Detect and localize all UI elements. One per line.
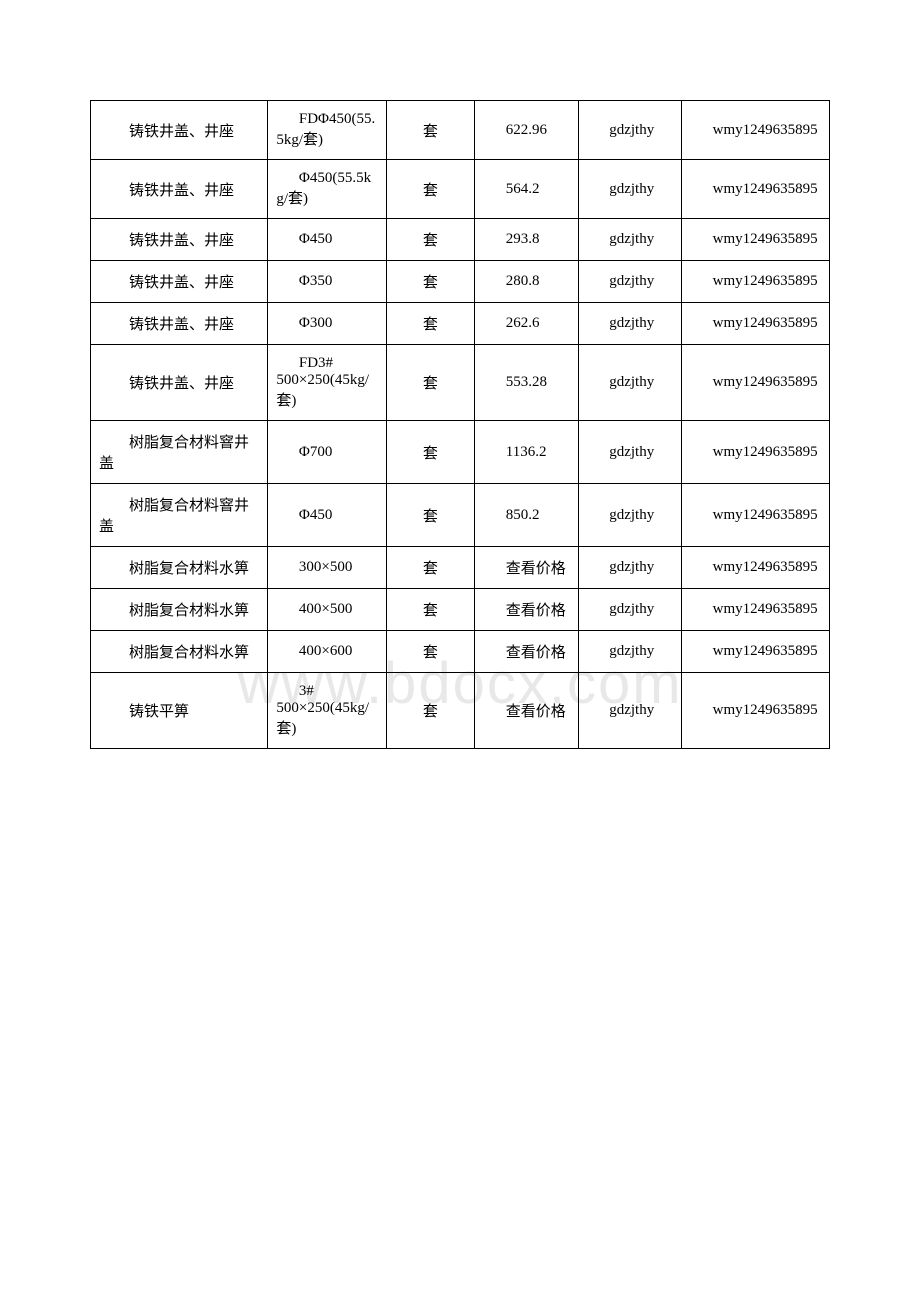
table-row: 铸铁井盖、井座 FD3# 500×250(45kg/套) 套 553.28 gd… <box>91 345 830 421</box>
cell-price: 262.6 <box>475 303 578 345</box>
cell-source: gdzjthy <box>578 547 681 589</box>
table-row: 树脂复合材料水箅 400×600 套 查看价格 gdzjthy wmy12496… <box>91 631 830 673</box>
cell-code: wmy1249635895 <box>682 101 830 160</box>
cell-spec: 400×600 <box>268 631 386 673</box>
cell-unit: 套 <box>386 261 475 303</box>
cell-unit: 套 <box>386 547 475 589</box>
cell-source: gdzjthy <box>578 589 681 631</box>
cell-code: wmy1249635895 <box>682 673 830 749</box>
cell-name: 铸铁井盖、井座 <box>91 345 268 421</box>
cell-price: 564.2 <box>475 160 578 219</box>
cell-name: 铸铁井盖、井座 <box>91 219 268 261</box>
cell-source: gdzjthy <box>578 261 681 303</box>
cell-spec: 3# 500×250(45kg/套) <box>268 673 386 749</box>
table-row: 树脂复合材料水箅 300×500 套 查看价格 gdzjthy wmy12496… <box>91 547 830 589</box>
table-row: 铸铁井盖、井座 FDΦ450(55.5kg/套) 套 622.96 gdzjth… <box>91 101 830 160</box>
cell-price: 查看价格 <box>475 673 578 749</box>
cell-unit: 套 <box>386 101 475 160</box>
cell-name: 树脂复合材料窨井盖 <box>91 421 268 484</box>
cell-price: 查看价格 <box>475 631 578 673</box>
table-row: 树脂复合材料窨井盖 Φ700 套 1136.2 gdzjthy wmy12496… <box>91 421 830 484</box>
table-row: 铸铁井盖、井座 Φ300 套 262.6 gdzjthy wmy12496358… <box>91 303 830 345</box>
table-row: 铸铁井盖、井座 Φ450(55.5kg/套) 套 564.2 gdzjthy w… <box>91 160 830 219</box>
cell-spec: 300×500 <box>268 547 386 589</box>
table-row: 树脂复合材料水箅 400×500 套 查看价格 gdzjthy wmy12496… <box>91 589 830 631</box>
cell-unit: 套 <box>386 631 475 673</box>
cell-spec: Φ300 <box>268 303 386 345</box>
cell-unit: 套 <box>386 345 475 421</box>
cell-name: 树脂复合材料窨井盖 <box>91 484 268 547</box>
cell-price: 622.96 <box>475 101 578 160</box>
cell-code: wmy1249635895 <box>682 345 830 421</box>
cell-spec: FD3# 500×250(45kg/套) <box>268 345 386 421</box>
cell-code: wmy1249635895 <box>682 421 830 484</box>
cell-name: 树脂复合材料水箅 <box>91 631 268 673</box>
cell-name: 铸铁井盖、井座 <box>91 101 268 160</box>
cell-source: gdzjthy <box>578 673 681 749</box>
cell-price: 850.2 <box>475 484 578 547</box>
cell-spec: FDΦ450(55.5kg/套) <box>268 101 386 160</box>
cell-spec: Φ700 <box>268 421 386 484</box>
cell-price: 553.28 <box>475 345 578 421</box>
cell-spec: Φ350 <box>268 261 386 303</box>
cell-unit: 套 <box>386 303 475 345</box>
cell-unit: 套 <box>386 673 475 749</box>
cell-code: wmy1249635895 <box>682 160 830 219</box>
cell-source: gdzjthy <box>578 345 681 421</box>
table-row: 树脂复合材料窨井盖 Φ450 套 850.2 gdzjthy wmy124963… <box>91 484 830 547</box>
cell-price: 293.8 <box>475 219 578 261</box>
cell-source: gdzjthy <box>578 484 681 547</box>
cell-price: 1136.2 <box>475 421 578 484</box>
cell-unit: 套 <box>386 160 475 219</box>
content-wrapper: 铸铁井盖、井座 FDΦ450(55.5kg/套) 套 622.96 gdzjth… <box>90 100 830 749</box>
cell-spec: Φ450 <box>268 484 386 547</box>
cell-unit: 套 <box>386 589 475 631</box>
cell-unit: 套 <box>386 484 475 547</box>
cell-source: gdzjthy <box>578 219 681 261</box>
table-row: 铸铁平箅 3# 500×250(45kg/套) 套 查看价格 gdzjthy w… <box>91 673 830 749</box>
table-row: 铸铁井盖、井座 Φ450 套 293.8 gdzjthy wmy12496358… <box>91 219 830 261</box>
cell-price: 查看价格 <box>475 547 578 589</box>
cell-code: wmy1249635895 <box>682 589 830 631</box>
cell-spec: Φ450 <box>268 219 386 261</box>
cell-code: wmy1249635895 <box>682 219 830 261</box>
cell-spec: 400×500 <box>268 589 386 631</box>
table-body: 铸铁井盖、井座 FDΦ450(55.5kg/套) 套 622.96 gdzjth… <box>91 101 830 749</box>
cell-name: 树脂复合材料水箅 <box>91 589 268 631</box>
cell-price: 查看价格 <box>475 589 578 631</box>
cell-price: 280.8 <box>475 261 578 303</box>
cell-source: gdzjthy <box>578 631 681 673</box>
cell-code: wmy1249635895 <box>682 631 830 673</box>
cell-source: gdzjthy <box>578 303 681 345</box>
cell-source: gdzjthy <box>578 160 681 219</box>
cell-source: gdzjthy <box>578 421 681 484</box>
cell-code: wmy1249635895 <box>682 484 830 547</box>
cell-name: 铸铁井盖、井座 <box>91 160 268 219</box>
cell-spec: Φ450(55.5kg/套) <box>268 160 386 219</box>
cell-name: 铸铁井盖、井座 <box>91 303 268 345</box>
table-row: 铸铁井盖、井座 Φ350 套 280.8 gdzjthy wmy12496358… <box>91 261 830 303</box>
cell-source: gdzjthy <box>578 101 681 160</box>
cell-code: wmy1249635895 <box>682 303 830 345</box>
cell-unit: 套 <box>386 219 475 261</box>
cell-name: 铸铁井盖、井座 <box>91 261 268 303</box>
cell-code: wmy1249635895 <box>682 547 830 589</box>
cell-name: 树脂复合材料水箅 <box>91 547 268 589</box>
cell-unit: 套 <box>386 421 475 484</box>
cell-name: 铸铁平箅 <box>91 673 268 749</box>
materials-table: 铸铁井盖、井座 FDΦ450(55.5kg/套) 套 622.96 gdzjth… <box>90 100 830 749</box>
cell-code: wmy1249635895 <box>682 261 830 303</box>
